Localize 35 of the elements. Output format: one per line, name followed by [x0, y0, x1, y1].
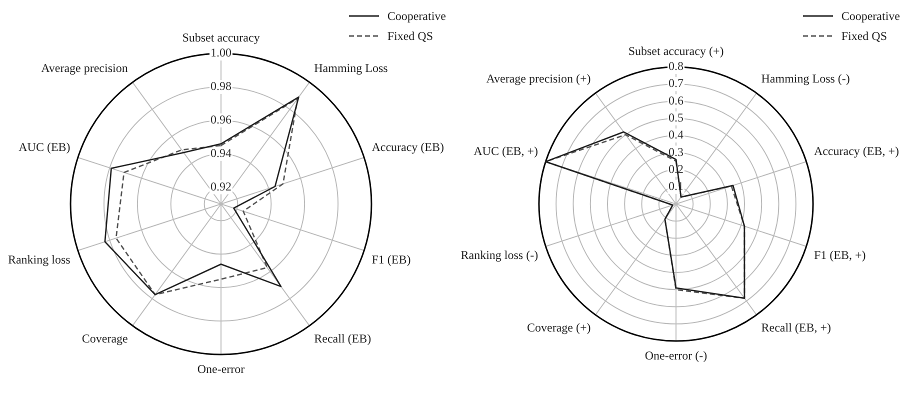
spoke-label: Ranking loss	[8, 252, 71, 266]
spoke-label: AUC (EB, +)	[474, 144, 538, 158]
spoke-label: AUC (EB)	[18, 140, 70, 154]
y-tick-label: 0.5	[668, 110, 684, 125]
spoke-label: Hamming Loss (-)	[761, 72, 850, 86]
y-tick-label: 0.6	[668, 93, 684, 108]
spoke-label: Recall (EB)	[314, 332, 372, 346]
spoke-label: Recall (EB, +)	[761, 320, 831, 335]
y-tick-label: 0.7	[668, 76, 684, 90]
spoke-label: Accuracy (EB)	[372, 140, 444, 154]
spoke-label: One-error (-)	[644, 348, 708, 362]
y-tick-label: 0.94	[210, 146, 232, 160]
y-tick-label: 0.4	[668, 128, 684, 142]
y-tick-label: 0.92	[210, 179, 232, 194]
y-tick-label: 0.96	[210, 112, 232, 127]
spoke-label: Average precision (+)	[486, 72, 591, 86]
spoke-label: F1 (EB)	[372, 252, 411, 266]
legend-label: Cooperative	[841, 8, 900, 24]
spoke-label: F1 (EB, +)	[814, 248, 866, 262]
y-tick-label: 0.8	[668, 59, 684, 74]
legend-label: Fixed QS	[387, 28, 434, 44]
spoke-label: Subset accuracy (+)	[628, 44, 724, 58]
spoke-label: Subset accuracy	[182, 30, 260, 44]
spoke-label: Average precision	[41, 60, 128, 75]
spoke-label: Hamming Loss	[314, 60, 388, 75]
spoke-label: Accuracy (EB, +)	[814, 144, 900, 158]
spoke-label: One-error	[197, 362, 245, 376]
y-tick-label: 0.3	[668, 144, 684, 159]
legend-label: Fixed QS	[841, 28, 888, 44]
y-tick-label: 1.00	[210, 46, 232, 60]
spoke-label: Ranking loss (-)	[460, 248, 538, 262]
y-tick-label: 0.98	[210, 79, 232, 94]
legend-label: Cooperative	[387, 8, 446, 24]
spoke-label: Coverage (+)	[527, 320, 591, 335]
spoke-label: Coverage	[82, 332, 128, 346]
